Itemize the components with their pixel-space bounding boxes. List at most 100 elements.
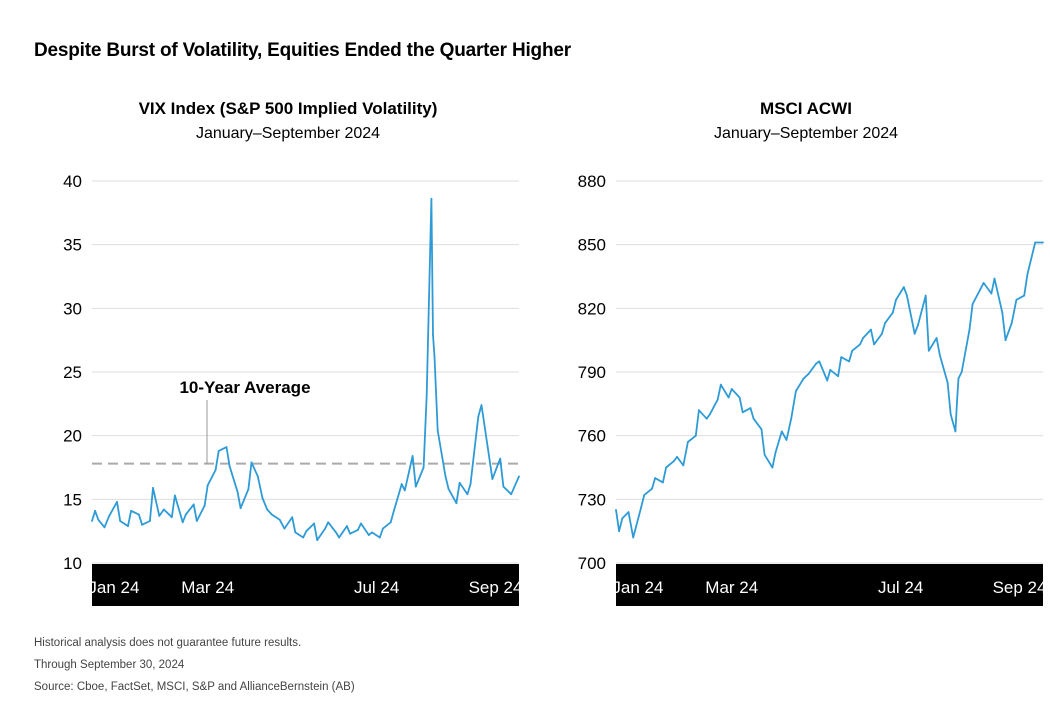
vix-data-point — [305, 530, 308, 533]
acwi-data-point — [840, 356, 843, 358]
acwi-x-axis: Jan 24 Mar 24 Jul 24 Sep 24 — [612, 564, 1046, 606]
footnote-source: Source: Cboe, FactSet, MSCI, S&P and All… — [34, 681, 355, 693]
vix-data-point — [491, 478, 494, 480]
vix-data-point — [149, 520, 151, 522]
acwi-data-point — [990, 292, 993, 295]
vix-y-tick-label: 40 — [63, 172, 82, 191]
vix-data-point — [425, 394, 428, 396]
acwi-data-point — [654, 477, 656, 479]
acwi-data-point — [802, 377, 805, 380]
acwi-y-tick-label: 850 — [578, 236, 606, 255]
acwi-data-point — [826, 379, 829, 382]
acwi-data-point — [957, 377, 960, 380]
acwi-data-point — [771, 466, 774, 469]
acwi-data-point — [1042, 241, 1044, 244]
vix-y-tick-label: 10 — [63, 554, 82, 573]
acwi-data-point — [859, 343, 861, 346]
vix-data-point — [278, 518, 281, 521]
vix-data-point — [266, 508, 269, 511]
acwi-y-tick-label: 730 — [578, 490, 606, 509]
vix-data-point — [430, 197, 433, 200]
acwi-data-point — [884, 322, 886, 325]
acwi-data-point — [760, 428, 763, 431]
vix-data-point — [510, 493, 513, 496]
acwi-x-axis-band — [616, 564, 1043, 606]
acwi-data-point — [979, 288, 982, 291]
vix-data-point — [225, 446, 228, 448]
acwi-data-point — [621, 517, 624, 520]
acwi-data-point — [749, 407, 752, 409]
vix-data-point — [217, 450, 220, 452]
acwi-data-point — [643, 494, 646, 496]
vix-data-point — [97, 518, 100, 521]
vix-data-point — [239, 507, 242, 510]
acwi-data-point — [795, 390, 797, 392]
vix-series — [91, 197, 520, 541]
acwi-data-point — [873, 343, 875, 346]
vix-data-point — [127, 525, 129, 527]
vix-data-point — [367, 534, 370, 536]
vix-data-point — [403, 489, 406, 492]
vix-data-point — [250, 461, 253, 464]
vix-x-tick-label: Mar 24 — [181, 578, 234, 597]
vix-data-point — [436, 429, 439, 432]
vix-x-tick-label: Jul 24 — [354, 578, 399, 597]
acwi-data-point — [1010, 322, 1013, 325]
vix-data-point — [283, 527, 286, 530]
acwi-data-point — [632, 536, 635, 539]
acwi-data-point — [946, 381, 949, 384]
acwi-data-point — [662, 481, 664, 484]
acwi-data-point — [927, 349, 930, 352]
vix-data-point — [247, 488, 250, 490]
acwi-data-point — [881, 332, 883, 335]
acwi-x-tick-label: Mar 24 — [705, 578, 758, 597]
vix-data-point — [116, 501, 118, 503]
vix-data-point — [455, 502, 458, 505]
vix-data-point — [302, 536, 305, 539]
vix-data-point — [378, 536, 381, 539]
acwi-data-point — [902, 286, 905, 288]
acwi-data-point — [651, 487, 653, 490]
vix-chart-subtitle: January–September 2024 — [196, 125, 380, 142]
acwi-data-point — [1001, 311, 1004, 314]
acwi-data-point — [982, 282, 985, 284]
vix-data-point — [174, 494, 176, 497]
acwi-data-point — [848, 360, 850, 363]
acwi-data-point — [891, 311, 894, 314]
vix-data-point — [170, 516, 173, 519]
vix-y-tick-label: 25 — [63, 363, 82, 382]
vix-data-point — [499, 457, 502, 460]
vix-data-point — [486, 446, 489, 448]
acwi-y-axis: 700 730 760 790 820 850 880 — [578, 172, 606, 573]
acwi-data-point — [895, 298, 897, 301]
vix-data-point — [214, 469, 217, 471]
vix-data-point — [480, 404, 483, 406]
vix-data-point — [313, 522, 315, 525]
vix-data-point — [271, 513, 273, 516]
vix-x-axis: Jan 24 Mar 24 Jul 24 Sep 24 — [88, 564, 522, 606]
vix-chart: VIX Index (S&P 500 Implied Volatility) J… — [63, 99, 522, 606]
acwi-chart-subtitle: January–September 2024 — [714, 125, 898, 142]
acwi-y-tick-label: 880 — [578, 172, 606, 191]
vix-data-point — [447, 488, 450, 490]
vix-data-point — [206, 484, 209, 487]
acwi-data-point — [682, 464, 685, 467]
acwi-x-tick-label: Sep 24 — [993, 578, 1047, 597]
footnote-disclaimer: Historical analysis does not guarantee f… — [34, 637, 302, 649]
vix-data-point — [130, 509, 133, 512]
vix-chart-title: VIX Index (S&P 500 Implied Volatility) — [139, 99, 438, 118]
vix-y-tick-label: 20 — [63, 427, 82, 446]
acwi-data-point — [935, 337, 938, 339]
acwi-data-point — [851, 349, 854, 352]
vix-data-point — [469, 483, 472, 485]
vix-data-point — [327, 521, 330, 524]
acwi-data-point — [924, 294, 927, 297]
acwi-data-point — [971, 303, 974, 305]
vix-data-point — [158, 515, 161, 517]
acwi-data-point — [694, 434, 697, 437]
acwi-data-point — [917, 324, 919, 327]
acwi-data-point — [752, 417, 755, 420]
acwi-y-tick-label: 820 — [578, 299, 606, 318]
vix-data-point — [432, 334, 434, 336]
vix-data-point — [335, 531, 337, 534]
